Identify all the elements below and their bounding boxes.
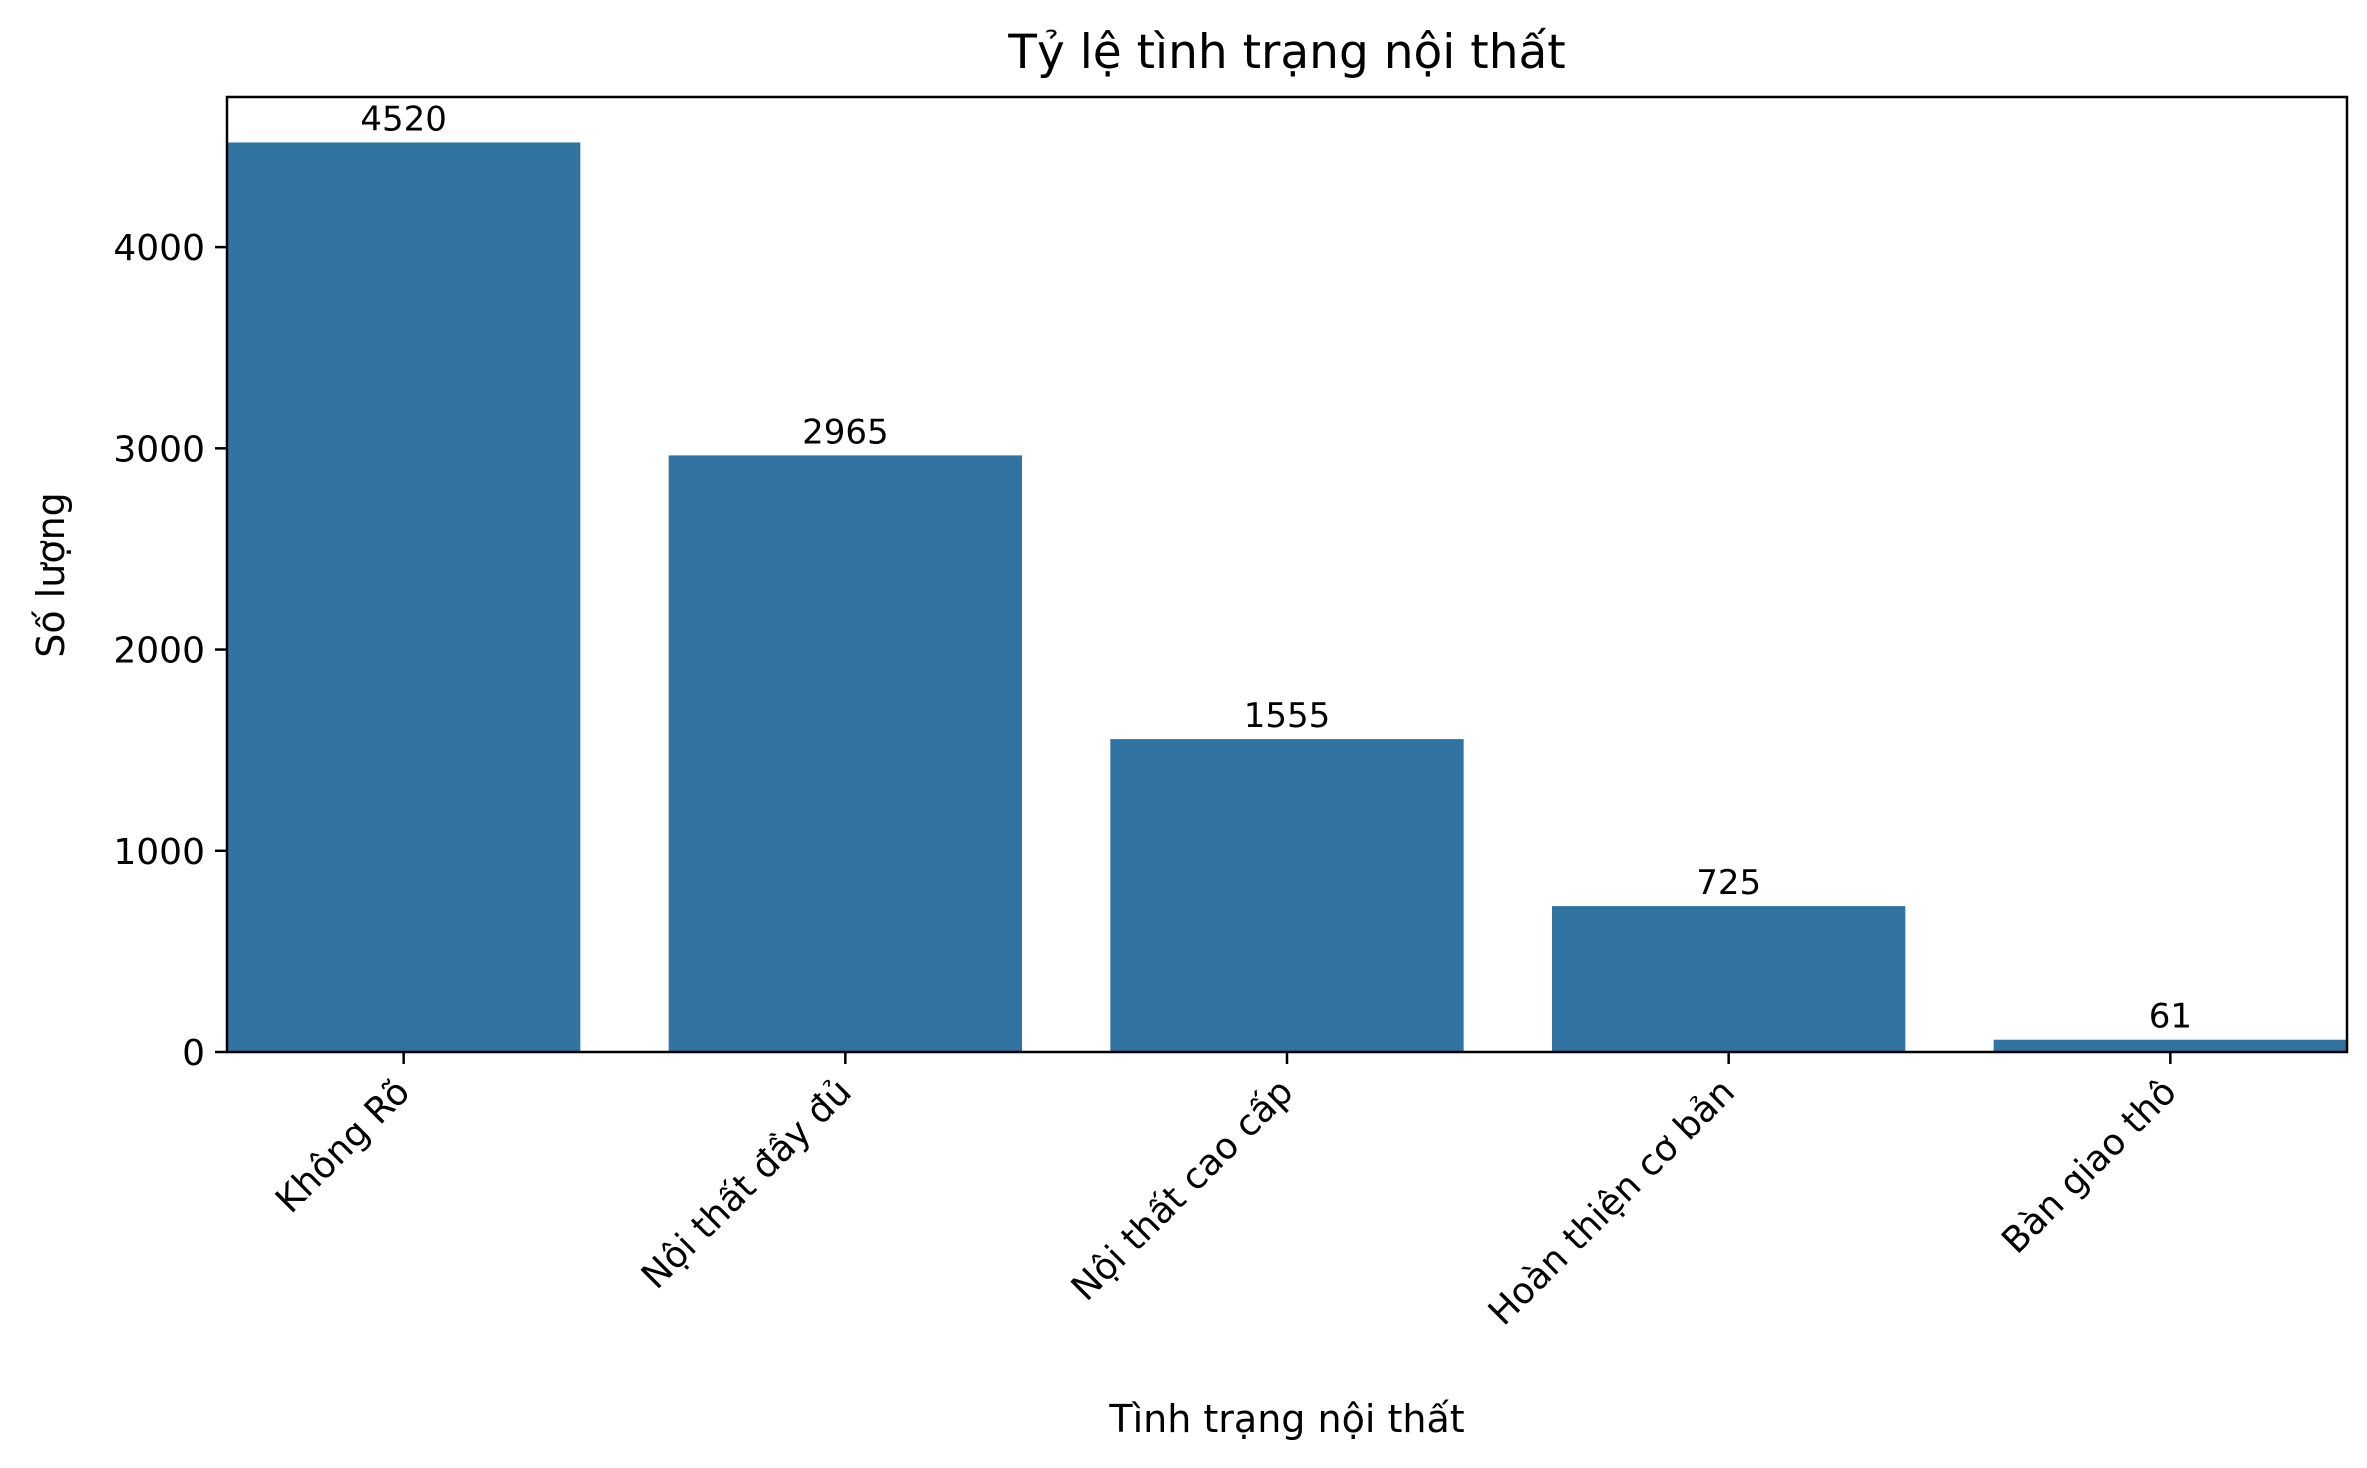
bar-0 <box>227 142 581 1052</box>
chart-title: Tỷ lệ tình trạng nội thất <box>1007 25 1565 80</box>
bar-4 <box>1993 1039 2347 1052</box>
y-axis-ticks: 0 1000 2000 3000 4000 <box>113 228 227 1074</box>
y-tick-label-4: 4000 <box>113 228 205 269</box>
x-tick-label-2: Nội thất cao cấp <box>1064 1071 1302 1309</box>
x-tick-label-1: Nội thất đầy đủ <box>634 1071 860 1297</box>
bars-group <box>227 142 2347 1052</box>
bar-value-label-4: 61 <box>2149 997 2192 1037</box>
x-tick-label-3: Hoàn thiện cơ bản <box>1481 1071 1743 1333</box>
bar-2 <box>1110 739 1464 1052</box>
bar-value-label-0: 4520 <box>360 99 447 139</box>
x-axis-ticks: Không Rõ Nội thất đầy đủ Nội thất cao cấp H… <box>268 1052 2185 1334</box>
x-axis-label: Tình trạng nội thất <box>1108 1397 1464 1441</box>
bar-value-label-2: 1555 <box>1244 696 1331 736</box>
value-labels-group: 4520 2965 1555 725 61 <box>360 99 2192 1036</box>
y-tick-label-2: 2000 <box>113 631 205 672</box>
bar-value-label-3: 725 <box>1696 863 1761 903</box>
x-tick-label-4: Bàn giao thô <box>1994 1071 2184 1261</box>
y-tick-label-0: 0 <box>182 1033 205 1074</box>
bar-3 <box>1552 906 1906 1052</box>
bar-value-label-1: 2965 <box>802 412 889 452</box>
y-tick-label-1: 1000 <box>113 832 205 873</box>
plot-frame <box>225 95 2349 1054</box>
y-axis-label: Số lượng <box>29 492 73 658</box>
bar-1 <box>668 455 1022 1052</box>
y-tick-label-3: 3000 <box>113 429 205 470</box>
x-tick-label-0: Không Rõ <box>268 1071 418 1221</box>
